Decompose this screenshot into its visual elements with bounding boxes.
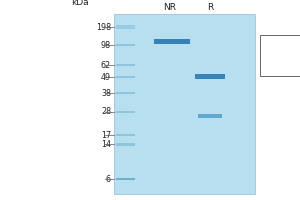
Bar xyxy=(116,143,135,146)
Text: 14: 14 xyxy=(101,140,111,149)
Text: NR: NR xyxy=(163,2,176,11)
Text: 6: 6 xyxy=(106,174,111,184)
Text: 62: 62 xyxy=(101,60,111,70)
Bar xyxy=(116,25,135,29)
Bar xyxy=(116,178,135,180)
Text: 2.5 μg loading
NR = Non-reduced
R = Reduced: 2.5 μg loading NR = Non-reduced R = Redu… xyxy=(266,40,300,75)
Bar xyxy=(116,134,135,136)
Text: 98: 98 xyxy=(101,40,111,49)
Bar xyxy=(198,114,222,118)
FancyBboxPatch shape xyxy=(260,35,300,76)
Bar xyxy=(116,111,135,113)
Text: 17: 17 xyxy=(101,130,111,140)
Text: R: R xyxy=(207,2,213,11)
Text: 28: 28 xyxy=(101,108,111,116)
Bar xyxy=(116,44,135,46)
Bar xyxy=(195,74,225,79)
Bar xyxy=(116,76,135,78)
Bar xyxy=(154,39,190,44)
Text: 49: 49 xyxy=(101,72,111,82)
Bar xyxy=(116,64,135,66)
Text: 38: 38 xyxy=(101,88,111,98)
Text: kDa: kDa xyxy=(71,0,88,7)
Bar xyxy=(114,14,255,194)
Bar xyxy=(116,92,135,94)
Text: 198: 198 xyxy=(96,22,111,31)
